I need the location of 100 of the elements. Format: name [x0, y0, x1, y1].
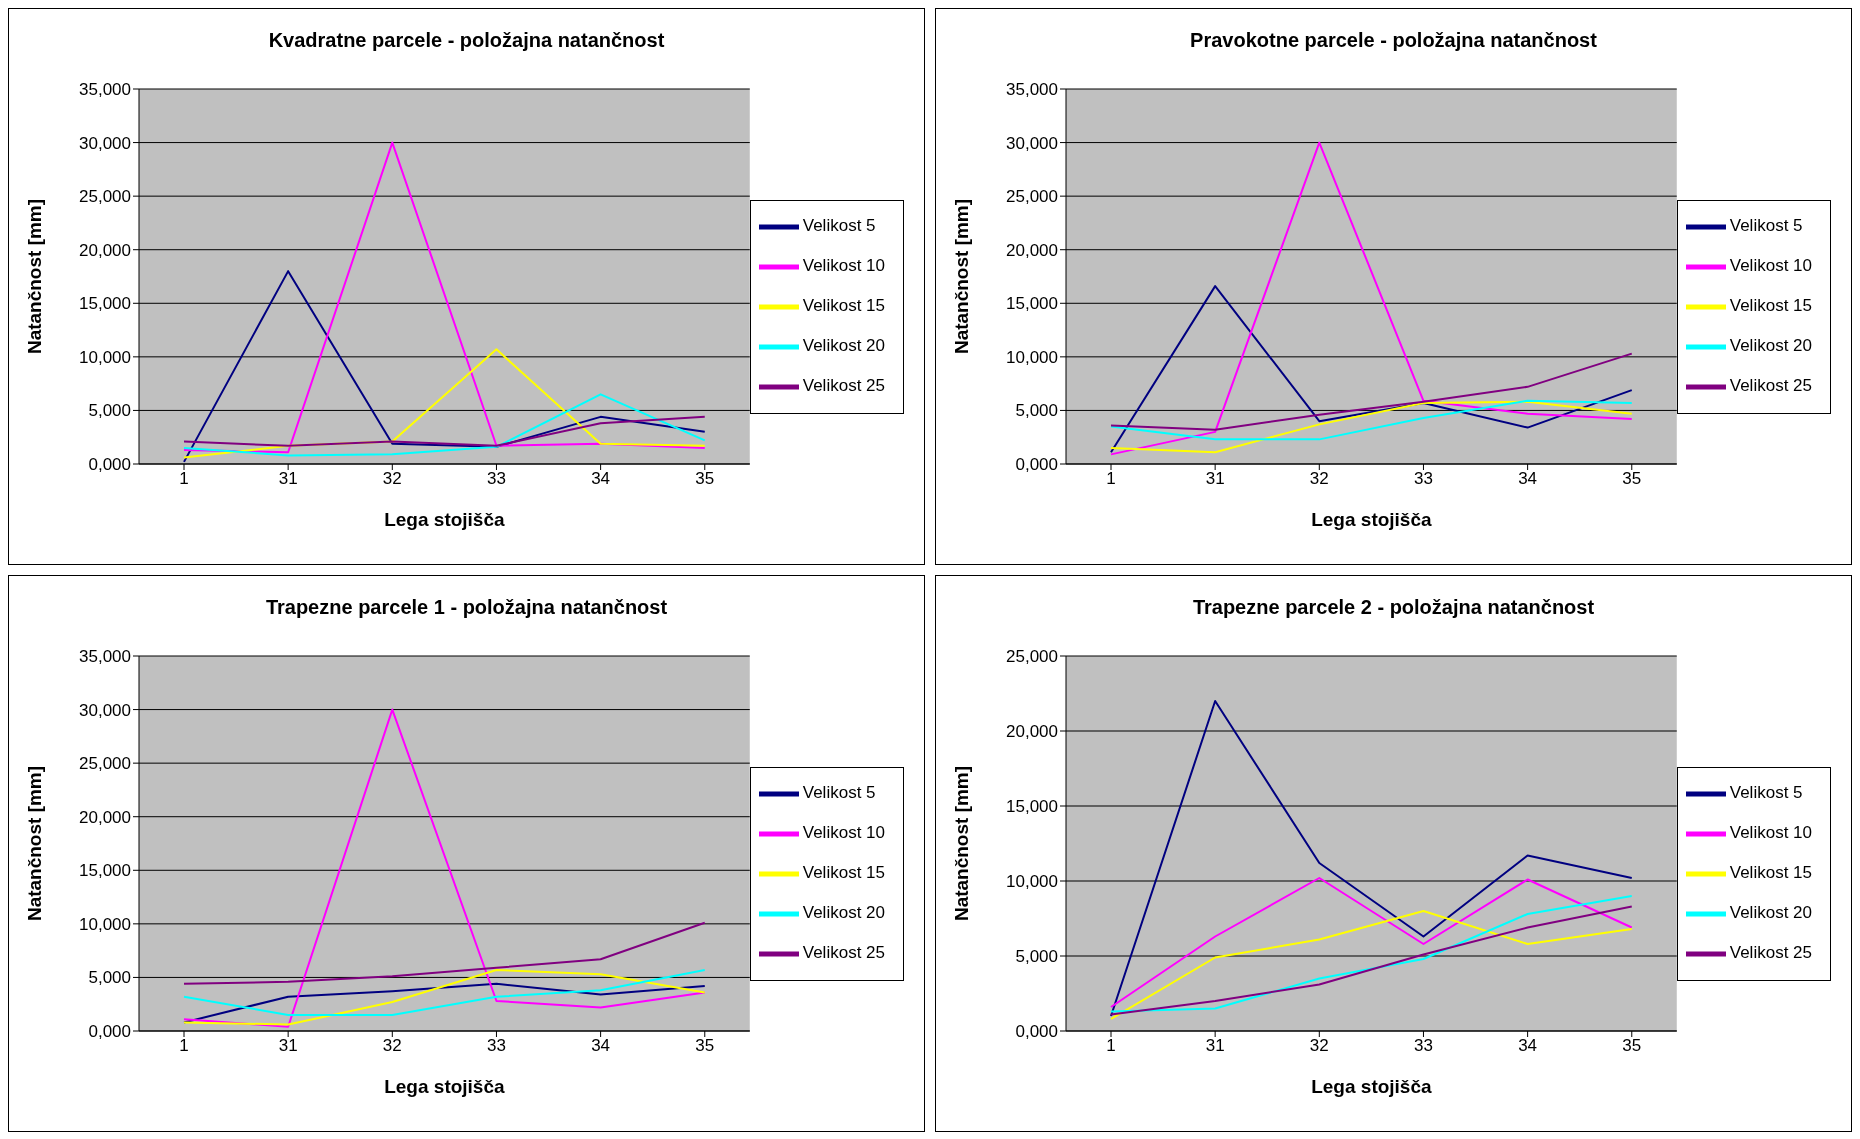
- legend-label: Velikost 10: [802, 822, 885, 842]
- legend-label: Velikost 15: [802, 862, 885, 882]
- y-tick-label: 35,000: [79, 647, 131, 667]
- x-tick-label: 31: [278, 1036, 298, 1056]
- x-tick-label: 1: [179, 1036, 189, 1056]
- legend-label: Velikost 10: [1729, 255, 1812, 275]
- legend-label: Velikost 20: [1729, 902, 1812, 922]
- y-tick-label: 10,000: [79, 347, 131, 367]
- y-tick-label: 20,000: [79, 807, 131, 827]
- x-tick-label: 34: [1518, 469, 1538, 489]
- y-tick-label: 25,000: [1006, 187, 1058, 207]
- x-tick-label: 33: [1414, 469, 1433, 489]
- line-series: [183, 708, 706, 1028]
- y-tick-label: 5,000: [1015, 401, 1058, 421]
- line-series: [1110, 877, 1633, 1008]
- legend-label: Velikost 5: [1729, 782, 1803, 802]
- y-axis-title: Natančnost [mm]: [23, 198, 45, 355]
- legend-label: Velikost 10: [802, 255, 885, 275]
- y-tick-label: 5,000: [88, 401, 131, 421]
- legend-label: Velikost 5: [1729, 215, 1803, 235]
- x-tick-label: 32: [1309, 1036, 1329, 1056]
- legend-label: Velikost 25: [802, 375, 885, 395]
- legend-label: Velikost 20: [802, 335, 885, 355]
- x-tick-label: 31: [1205, 469, 1225, 489]
- x-axis-title: Lega stojišča: [1311, 509, 1432, 530]
- y-tick-label: 5,000: [88, 968, 131, 988]
- x-tick-label: 1: [1106, 469, 1116, 489]
- legend-label: Velikost 10: [1729, 822, 1812, 842]
- y-tick-label: 10,000: [1006, 347, 1058, 367]
- legend-label: Velikost 15: [1729, 862, 1812, 882]
- legend-label: Velikost 5: [802, 215, 876, 235]
- y-tick-label: 15,000: [1006, 294, 1058, 314]
- y-tick-label: 20,000: [79, 240, 131, 260]
- x-axis-title: Lega stojišča: [384, 509, 505, 530]
- x-tick-label: 35: [1622, 1036, 1642, 1056]
- y-tick-label: 35,000: [79, 80, 131, 100]
- x-tick-label: 33: [487, 469, 506, 489]
- x-tick-label: 35: [695, 469, 715, 489]
- y-tick-label: 20,000: [1006, 240, 1058, 260]
- legend-label: Velikost 15: [1729, 295, 1812, 315]
- line-series: [1110, 399, 1633, 441]
- y-tick-label: 10,000: [79, 914, 131, 934]
- x-tick-label: 32: [382, 469, 402, 489]
- y-tick-label: 10,000: [1006, 872, 1058, 892]
- y-tick-label: 0,000: [1015, 1022, 1058, 1042]
- y-tick-label: 25,000: [79, 754, 131, 774]
- legend-label: Velikost 5: [802, 782, 876, 802]
- x-tick-label: 1: [179, 469, 189, 489]
- line-series: [183, 968, 706, 1026]
- chart-title: Kvadratne parcele - položajna natančnost: [267, 29, 666, 53]
- legend-label: Velikost 20: [802, 902, 885, 922]
- line-series: [1110, 285, 1633, 454]
- line-series: [1110, 400, 1633, 454]
- x-tick-label: 1: [1106, 1036, 1116, 1056]
- line-series: [1110, 352, 1633, 431]
- chart-title: Trapezne parcele 1 - položajna natančnost: [264, 596, 669, 620]
- line-series: [183, 141, 706, 454]
- y-tick-label: 30,000: [79, 133, 131, 153]
- y-tick-label: 15,000: [79, 861, 131, 881]
- line-series: [1110, 141, 1633, 456]
- line-series: [1110, 700, 1633, 1017]
- x-tick-label: 34: [1518, 1036, 1538, 1056]
- x-tick-label: 32: [1309, 469, 1329, 489]
- y-tick-label: 15,000: [79, 294, 131, 314]
- y-tick-label: 5,000: [1015, 947, 1058, 967]
- y-tick-label: 0,000: [88, 455, 131, 475]
- line-series: [183, 270, 706, 463]
- legend-label: Velikost 25: [802, 942, 885, 962]
- line-series: [183, 921, 706, 985]
- line-series: [183, 415, 706, 447]
- legend-label: Velikost 20: [1729, 335, 1812, 355]
- x-tick-label: 35: [695, 1036, 715, 1056]
- chart-title: Trapezne parcele 2 - položajna natančnost: [1191, 596, 1596, 620]
- legend-label: Velikost 15: [802, 295, 885, 315]
- x-axis-title: Lega stojišča: [1311, 1076, 1432, 1097]
- y-axis-title: Natančnost [mm]: [950, 765, 972, 922]
- legend-label: Velikost 25: [1729, 942, 1812, 962]
- x-axis-title: Lega stojišča: [384, 1076, 505, 1097]
- y-tick-label: 15,000: [1006, 797, 1058, 817]
- y-tick-label: 25,000: [79, 187, 131, 207]
- y-tick-label: 35,000: [1006, 80, 1058, 100]
- y-tick-label: 0,000: [88, 1022, 131, 1042]
- line-series: [183, 393, 706, 457]
- x-tick-label: 31: [1205, 1036, 1225, 1056]
- y-tick-label: 30,000: [79, 700, 131, 720]
- line-series: [183, 968, 706, 1016]
- x-tick-label: 33: [487, 1036, 506, 1056]
- y-axis-title: Natančnost [mm]: [23, 765, 45, 922]
- legend-label: Velikost 25: [1729, 375, 1812, 395]
- y-tick-label: 25,000: [1006, 647, 1058, 667]
- y-tick-label: 30,000: [1006, 133, 1058, 153]
- x-tick-label: 31: [278, 469, 298, 489]
- y-axis-title: Natančnost [mm]: [950, 198, 972, 355]
- x-tick-label: 34: [591, 469, 611, 489]
- y-tick-label: 20,000: [1006, 722, 1058, 742]
- chart-title: Pravokotne parcele - položajna natančnost: [1189, 29, 1598, 53]
- x-tick-label: 32: [382, 1036, 402, 1056]
- x-tick-label: 35: [1622, 469, 1642, 489]
- x-tick-label: 33: [1414, 1036, 1433, 1056]
- x-tick-label: 34: [591, 1036, 611, 1056]
